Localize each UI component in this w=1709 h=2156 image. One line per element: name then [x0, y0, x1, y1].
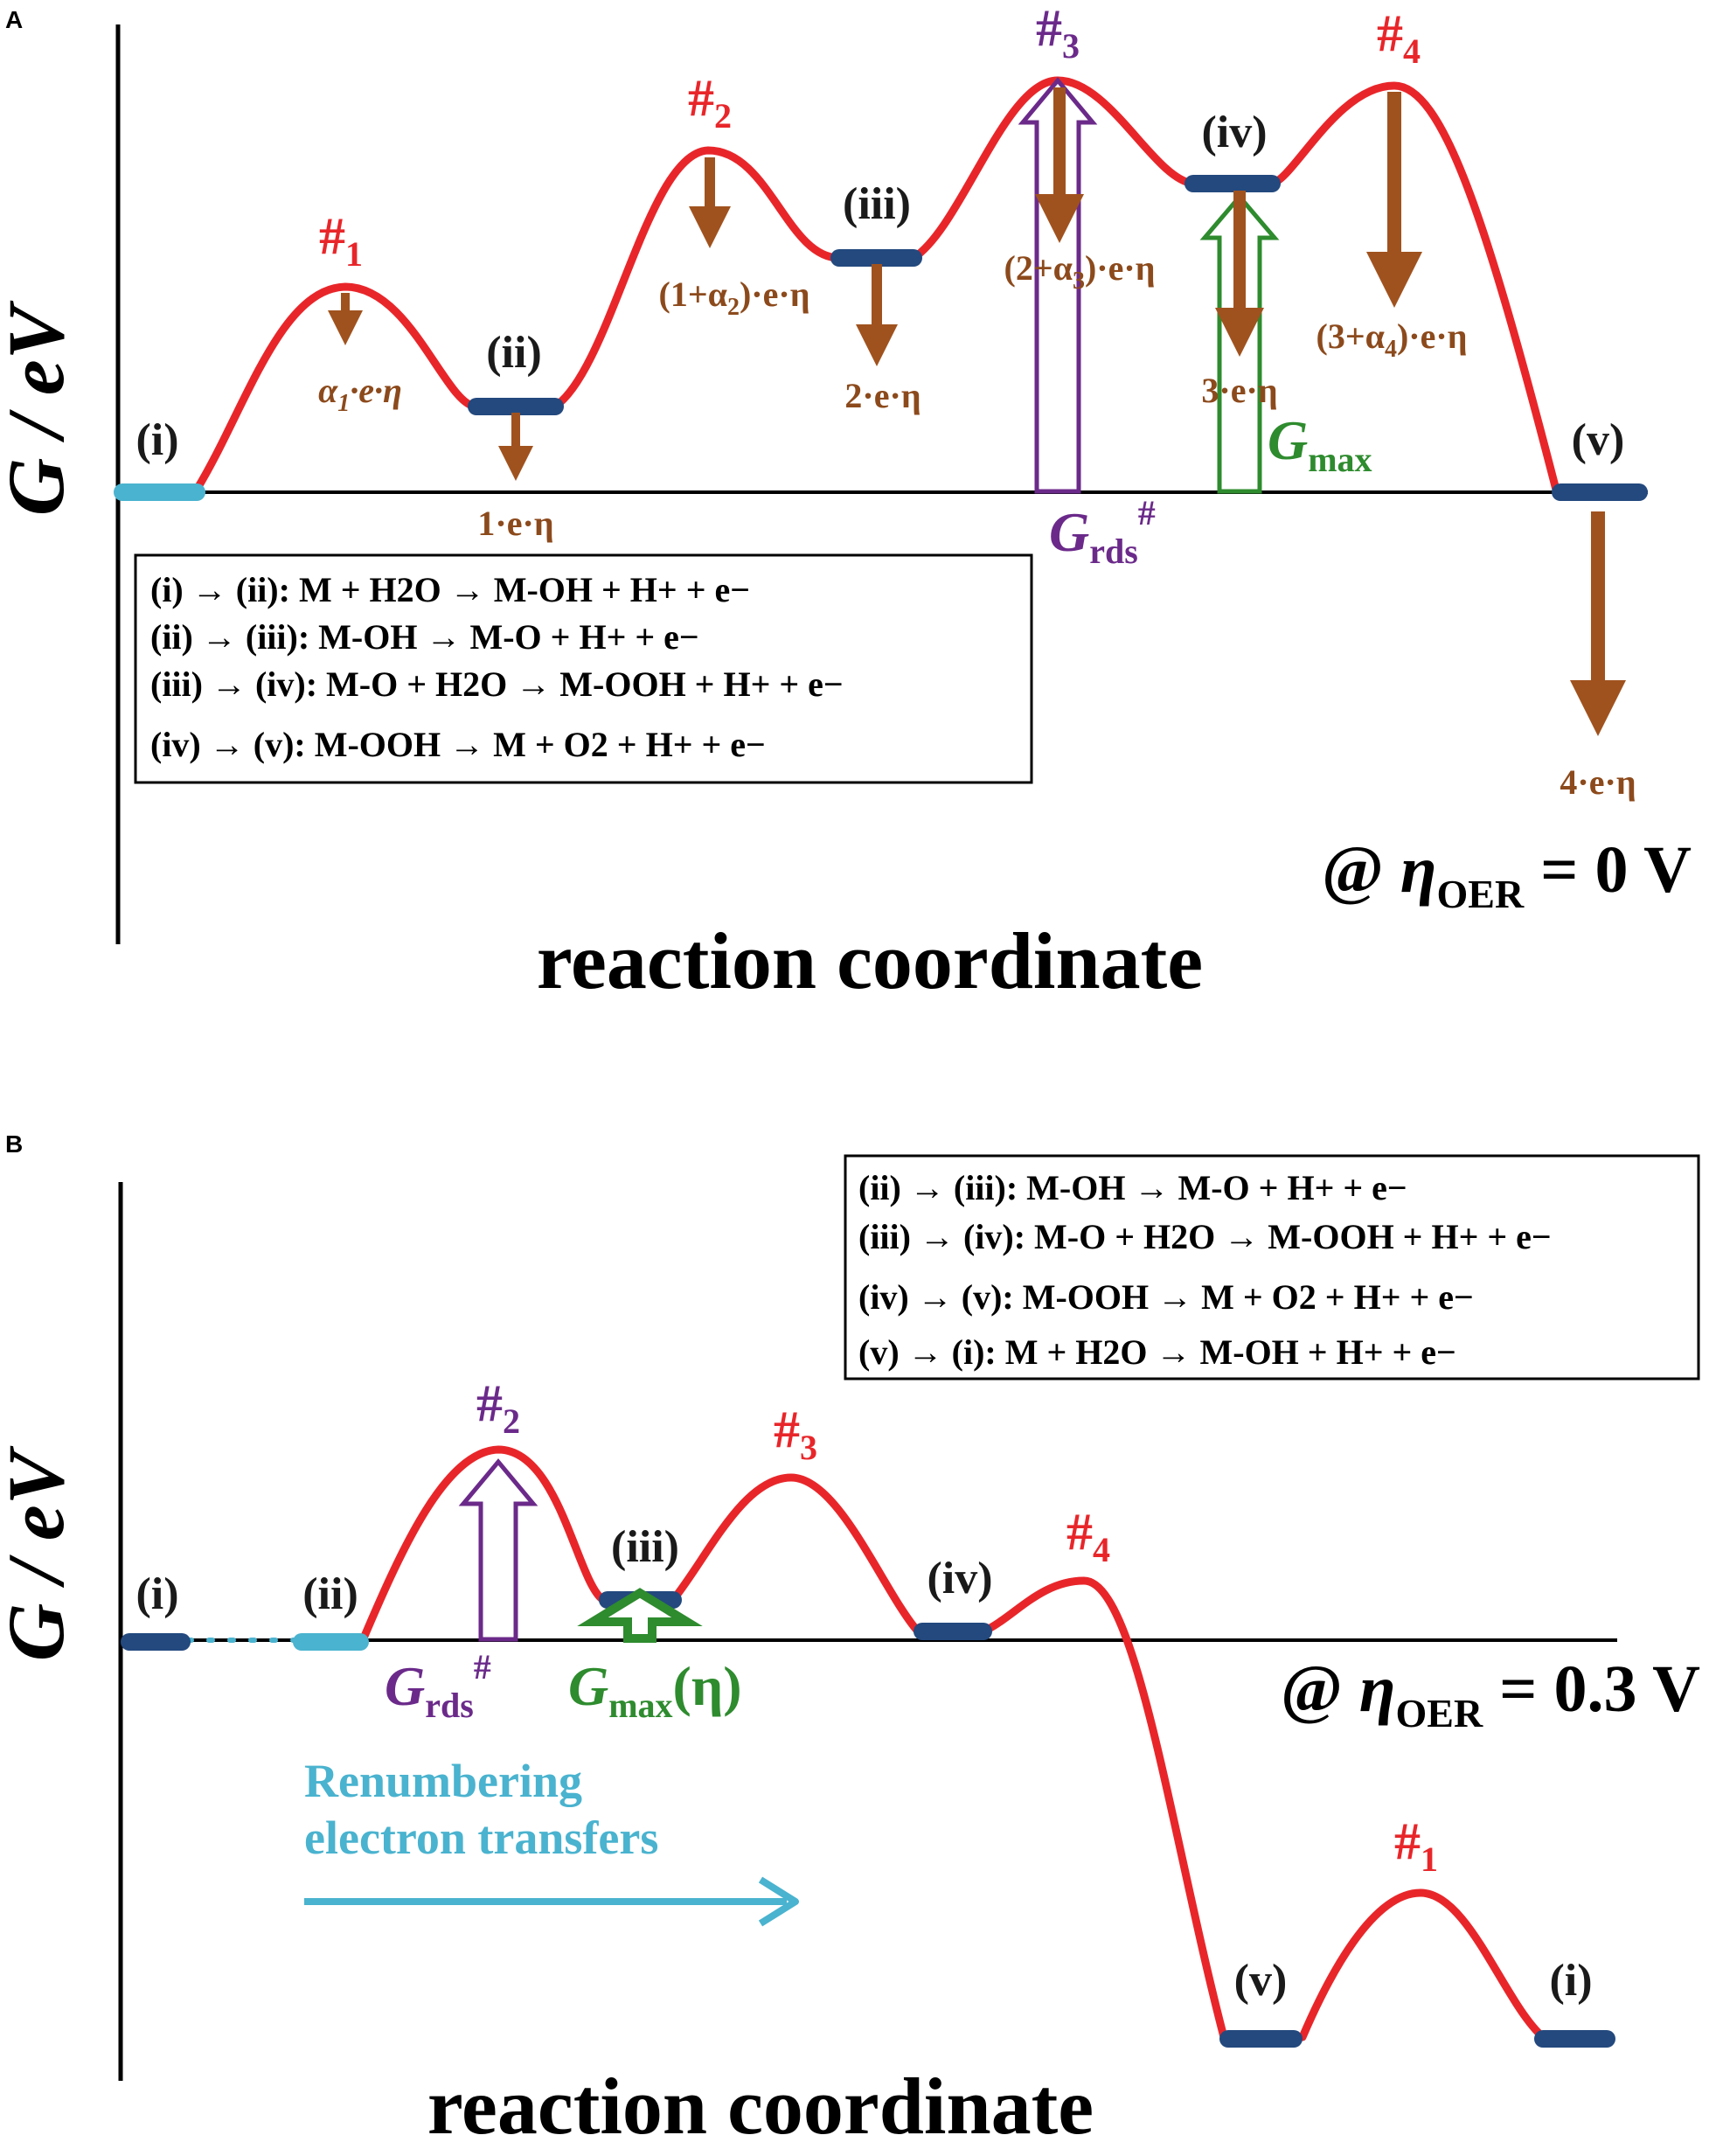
panel-b-state-label: (v): [1234, 1956, 1288, 2006]
panel-a-shift-label: α1·e·η: [318, 371, 402, 417]
panel-a-x-label: reaction coordinate: [537, 916, 1203, 1005]
panel-a-ts-label: #2: [688, 69, 732, 136]
panel-a-equation: (i) → (ii): M + H2O → M-OH + H+ + e−: [150, 570, 750, 609]
panel-b-state-label: (i): [1549, 1956, 1592, 2006]
panel-a-shift-arrows: [328, 87, 1626, 736]
panel-b-renumber-line2: electron transfers: [304, 1812, 658, 1864]
panel-b-state-label: (iv): [927, 1554, 992, 1603]
panel-b-ts-label: #1: [1394, 1812, 1438, 1879]
panel-b-grds-arrow: [458, 1458, 538, 1642]
panel-b-letter: B: [5, 1130, 23, 1158]
panel-a-shift-label: (3+α4)·e·η: [1316, 316, 1468, 363]
panel-b-ts-label: #4: [1066, 1503, 1110, 1569]
panel-b-equation-box: [844, 1154, 1700, 1381]
panel-a-ts-label: #3: [1036, 0, 1080, 66]
renumber-arrow-head: [758, 1876, 799, 1927]
panel-b-gmax-label: Gmax(η): [568, 1655, 742, 1725]
panel-a-y-label: G / eV: [0, 300, 80, 516]
panel-b-gmax-arrow: [577, 1588, 703, 1643]
panel-b-state-label: (iii): [611, 1522, 679, 1572]
panel-a-equation: (iii) → (iv): M-O + H2O → M-OOH + H+ + e…: [150, 664, 844, 704]
panel-a-state-label: (i): [135, 415, 178, 465]
panel-b-energy-curve: [358, 1445, 1546, 2041]
panel-a-state-label: (ii): [486, 328, 542, 378]
panel-a-gmax-label: Gmax: [1268, 409, 1372, 479]
panel-a-equation: (ii) → (iii): M-OH → M-O + H+ + e−: [150, 617, 699, 657]
panel-a-state-label: (v): [1572, 415, 1625, 465]
panel-b-state-label: (ii): [302, 1569, 358, 1619]
panel-a-grds-label: Grds#: [1049, 493, 1156, 571]
panel-b-y-label: G / eV: [0, 1445, 80, 1661]
panel-a-shift-label: 3·e·η: [1201, 371, 1277, 410]
panel-a-shift-label: 4·e·η: [1560, 762, 1636, 802]
panel-b-ts-label: #3: [774, 1401, 817, 1467]
panel-b-equation: (iii) → (iv): M-O + H2O → M-OOH + H+ + e…: [858, 1217, 1552, 1256]
panel-b-equation: (ii) → (iii): M-OH → M-O + H+ + e−: [858, 1168, 1407, 1207]
panel-b-renumber-arrow: [304, 1876, 799, 1927]
panel-b-renumber-line1: Renumbering: [304, 1755, 582, 1807]
panel-a-equation-box: [134, 553, 1033, 784]
panel-a-shift-label: (2+α3)·e·η: [1004, 248, 1156, 295]
panel-b-grds-label: Grds#: [385, 1647, 491, 1725]
panel-a: A G / eV reaction coordinate (i) (ii) (i…: [0, 0, 1692, 1005]
panel-a-ts-label: #1: [319, 207, 363, 274]
panel-a-shift-label: 1·e·η: [477, 504, 553, 543]
panel-a-state-label: (iv): [1201, 108, 1267, 157]
panel-b-condition: @ ηOER = 0.3 V: [1281, 1652, 1700, 1735]
panel-b-state-label: (i): [135, 1569, 178, 1619]
panel-a-state-label: (iii): [843, 179, 911, 229]
panel-b-equation: (iv) → (v): M-OOH → M + O2 + H+ + e−: [858, 1277, 1474, 1317]
panel-a-equation: (iv) → (v): M-OOH → M + O2 + H+ + e−: [150, 725, 766, 764]
panel-a-condition: @ ηOER = 0 V: [1322, 833, 1692, 916]
panel-a-ts-label: #4: [1377, 4, 1421, 71]
panel-a-grds-arrow: [1018, 77, 1098, 494]
panel-a-shift-label: 2·e·η: [844, 376, 920, 415]
panel-b-x-label: reaction coordinate: [427, 2062, 1094, 2151]
panel-a-letter: A: [5, 6, 23, 33]
panel-b-ts-label: #2: [476, 1374, 520, 1441]
panel-b-equation: (v) → (i): M + H2O → M-OH + H+ + e−: [858, 1332, 1456, 1372]
panel-a-shift-label: (1+α2)·e·η: [659, 275, 810, 321]
panel-b: B G / eV reaction coordinate (i) (ii) (i…: [0, 1130, 1700, 2151]
